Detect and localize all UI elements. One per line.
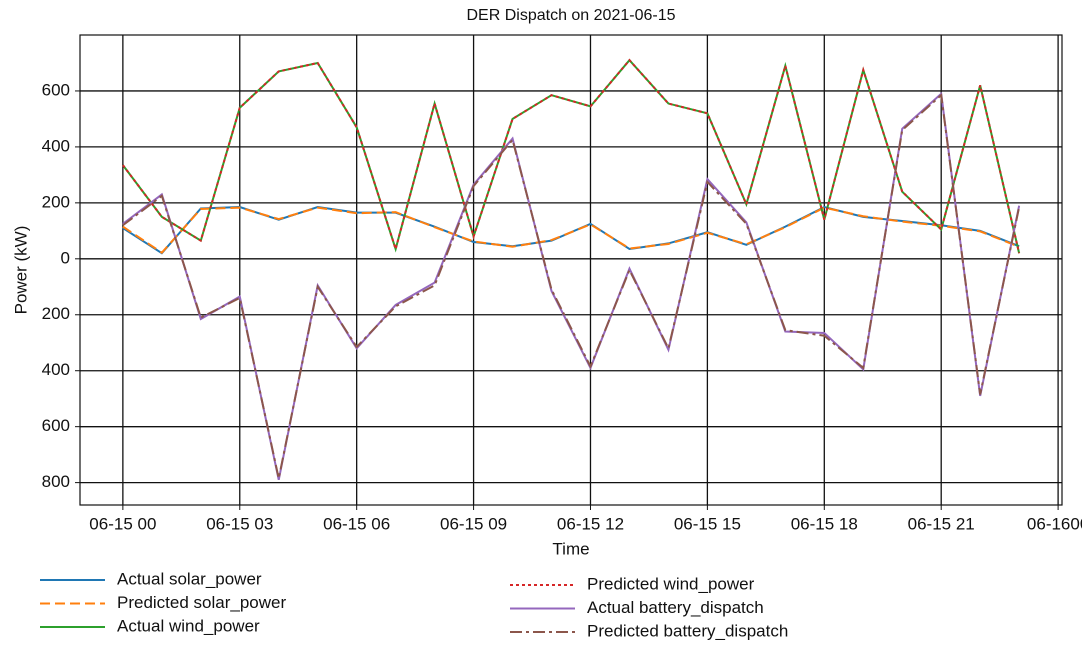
x-tick-label: 06-15 15 <box>674 514 741 533</box>
series-line <box>122 93 1021 479</box>
series-line <box>122 205 1020 255</box>
series-line <box>122 206 1020 254</box>
x-tick-label: 06-15 12 <box>557 514 624 533</box>
y-tick-label: 200 <box>42 192 70 211</box>
series-line <box>122 91 1021 481</box>
legend-label: Predicted solar_power <box>117 593 286 612</box>
y-tick-label: 800 <box>42 472 70 491</box>
y-tick-label: 600 <box>42 416 70 435</box>
x-tick-label: 06-1600 <box>1027 514 1082 533</box>
y-tick-label: 600 <box>42 80 70 99</box>
legend-label: Actual wind_power <box>117 616 260 635</box>
plot-area <box>79 34 1063 506</box>
y-tick-label: 400 <box>42 360 70 379</box>
y-tick-label: 400 <box>42 136 70 155</box>
x-tick-label: 06-15 00 <box>89 514 156 533</box>
y-tick-label: 0 <box>61 248 70 267</box>
legend-label: Actual battery_dispatch <box>587 598 764 617</box>
y-axis-label: Power (kW) <box>11 226 30 315</box>
legend-label: Predicted wind_power <box>587 574 755 593</box>
legend-label: Predicted battery_dispatch <box>587 621 788 640</box>
x-tick-label: 06-15 09 <box>440 514 507 533</box>
chart-title: DER Dispatch on 2021-06-15 <box>466 7 675 24</box>
legend-label: Actual solar_power <box>117 569 262 588</box>
series-line <box>122 58 1021 254</box>
x-tick-label: 06-15 03 <box>206 514 273 533</box>
x-tick-label: 06-15 06 <box>323 514 390 533</box>
series-line <box>122 58 1021 254</box>
x-tick-label: 06-15 18 <box>791 514 858 533</box>
x-tick-label: 06-15 21 <box>908 514 975 533</box>
y-tick-label: 200 <box>42 304 70 323</box>
x-axis-label: Time <box>552 539 589 558</box>
